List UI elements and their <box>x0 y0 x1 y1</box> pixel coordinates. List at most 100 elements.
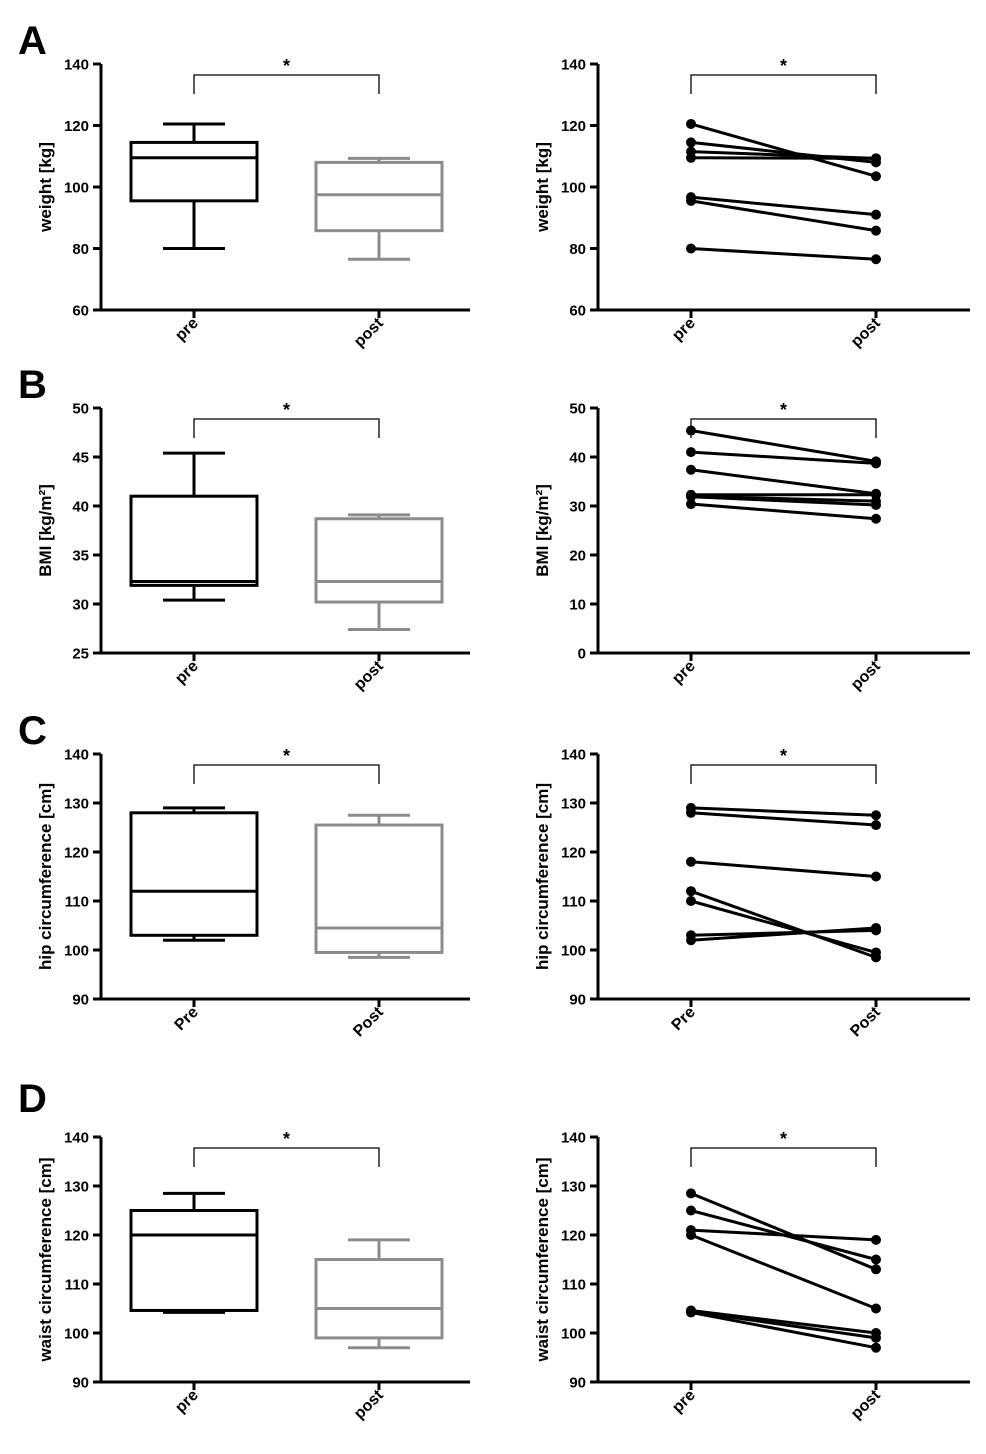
significance-bracket <box>690 1147 877 1167</box>
iqr-box <box>314 823 444 954</box>
data-point-post <box>871 1303 881 1314</box>
y-axis-label: hip circumference [cm] <box>36 783 55 970</box>
significance-bracket <box>193 1147 380 1167</box>
y-tick-label: 120 <box>561 1228 586 1245</box>
y-tick-label: 140 <box>64 57 89 74</box>
y-tick-label: 120 <box>561 845 586 862</box>
data-point-pre <box>686 935 696 946</box>
x-tick-label-pre: Pre <box>669 1004 699 1034</box>
y-axis-label: BMI [kg/m²] <box>533 484 552 577</box>
y-axis-label: weight [kg] <box>533 142 552 233</box>
data-point-pre <box>686 464 696 475</box>
subject-1 <box>686 118 881 182</box>
x-tick-label-pre: pre <box>172 658 202 688</box>
y-tick-label: 120 <box>64 845 89 862</box>
data-point-post <box>871 513 881 524</box>
subject-line <box>690 811 877 827</box>
y-tick-label: 50 <box>72 401 89 418</box>
y-axis-label: BMI [kg/m²] <box>36 484 55 577</box>
box-post <box>314 513 444 631</box>
subject-line <box>690 1308 877 1335</box>
y-tick-label: 35 <box>72 548 89 565</box>
data-point-post <box>871 1342 881 1353</box>
chart-a-line: 60 80 100 120 140 weight [kg] pre post * <box>533 56 970 351</box>
box-pre <box>129 1191 259 1314</box>
y-tick-label: 60 <box>569 303 586 320</box>
panel-letter-c: C <box>18 709 47 753</box>
y-tick-label: 140 <box>64 1130 89 1147</box>
y-tick-label: 100 <box>64 180 89 197</box>
data-point-pre <box>686 1205 696 1216</box>
data-point-post <box>871 209 881 220</box>
data-point-pre <box>686 137 696 148</box>
significance-star: * <box>780 1129 787 1149</box>
data-point-pre <box>686 447 696 458</box>
box-post <box>314 1238 444 1350</box>
iqr-box <box>129 1209 259 1312</box>
panel-letter-b: B <box>18 363 47 407</box>
subject-4 <box>686 886 881 963</box>
x-tick-label-post: post <box>351 314 387 350</box>
data-point-post <box>871 1264 881 1275</box>
subject-1 <box>686 425 881 467</box>
y-tick-label: 140 <box>561 747 586 764</box>
subject-line <box>690 247 877 261</box>
y-tick-label: 110 <box>562 1277 586 1294</box>
subject-3 <box>686 856 881 882</box>
x-tick-label-pre: pre <box>669 1387 699 1417</box>
y-tick-label: 20 <box>569 548 586 565</box>
y-tick-label: 100 <box>561 1326 586 1343</box>
data-point-post <box>871 871 881 882</box>
data-point-pre <box>686 118 696 129</box>
data-point-pre <box>686 1230 696 1240</box>
chart-d-box: 90 100 110 120 130 140 waist circumference [cm… <box>36 1129 470 1423</box>
y-tick-label: 10 <box>569 597 586 614</box>
data-point-pre <box>686 152 696 163</box>
box-post <box>314 813 444 959</box>
subject-line <box>690 1233 877 1310</box>
y-tick-label: 140 <box>64 747 89 764</box>
chart-b-line: 0 10 20 30 40 50 BMI [kg/m²] pre post * <box>533 400 970 694</box>
data-point-pre <box>686 896 696 906</box>
data-point-post <box>871 1254 881 1265</box>
data-point-post <box>871 500 881 511</box>
chart-a-box: 60 80 100 120 140 weight [kg] pre post * <box>36 56 470 351</box>
data-point-post <box>871 1332 881 1343</box>
subject-4 <box>686 1230 881 1314</box>
subject-line <box>690 860 877 878</box>
x-tick-label-pre: Pre <box>172 1004 202 1034</box>
subject-line <box>690 1310 877 1350</box>
box-pre <box>129 122 259 250</box>
data-point-post <box>871 947 881 958</box>
data-point-pre <box>686 1188 696 1199</box>
y-tick-label: 100 <box>561 180 586 197</box>
y-axis-label: waist circumference [cm] <box>36 1157 55 1362</box>
data-point-post <box>871 922 881 933</box>
data-point-pre <box>686 425 696 436</box>
significance-bracket <box>193 418 380 438</box>
chart-d-line: 90 100 110 120 130 140 waist circumference [cm… <box>533 1129 970 1423</box>
data-point-post <box>871 254 881 265</box>
subject-7 <box>686 243 881 265</box>
subject-line <box>690 926 877 942</box>
x-tick-label-pre: pre <box>669 315 699 345</box>
y-tick-label: 130 <box>64 796 89 813</box>
significance-star: * <box>780 746 787 766</box>
y-tick-label: 25 <box>72 646 89 663</box>
subject-line <box>690 199 877 233</box>
subject-6 <box>686 491 881 511</box>
y-tick-label: 40 <box>72 499 89 516</box>
y-tick-label: 0 <box>578 646 586 663</box>
x-tick-label-post: post <box>848 1386 884 1422</box>
y-tick-label: 60 <box>72 303 89 320</box>
subject-line <box>690 429 877 463</box>
significance-bracket <box>193 764 380 784</box>
data-point-post <box>871 153 881 164</box>
subject-2 <box>686 447 881 469</box>
y-tick-label: 80 <box>569 241 586 258</box>
subject-line <box>690 450 877 465</box>
significance-bracket <box>690 764 877 784</box>
y-tick-label: 100 <box>64 1326 89 1343</box>
subject-line <box>690 495 877 507</box>
